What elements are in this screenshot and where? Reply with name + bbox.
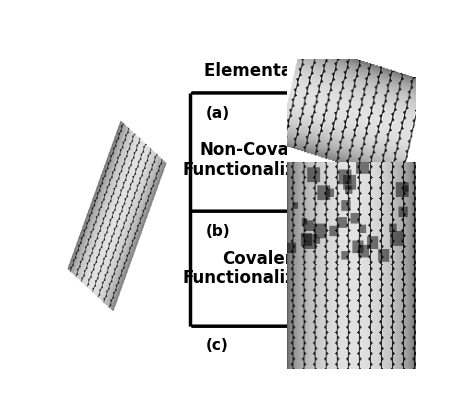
- Text: (a): (a): [206, 106, 230, 121]
- Text: Non-Covalent: Non-Covalent: [200, 142, 327, 159]
- Text: Functionalization: Functionalization: [183, 269, 344, 287]
- Text: Covalent: Covalent: [222, 250, 304, 268]
- Text: (c): (c): [206, 338, 229, 353]
- Text: (b): (b): [206, 225, 231, 239]
- Text: Elemental Doping: Elemental Doping: [204, 61, 370, 80]
- Text: Functionalization: Functionalization: [183, 161, 344, 178]
